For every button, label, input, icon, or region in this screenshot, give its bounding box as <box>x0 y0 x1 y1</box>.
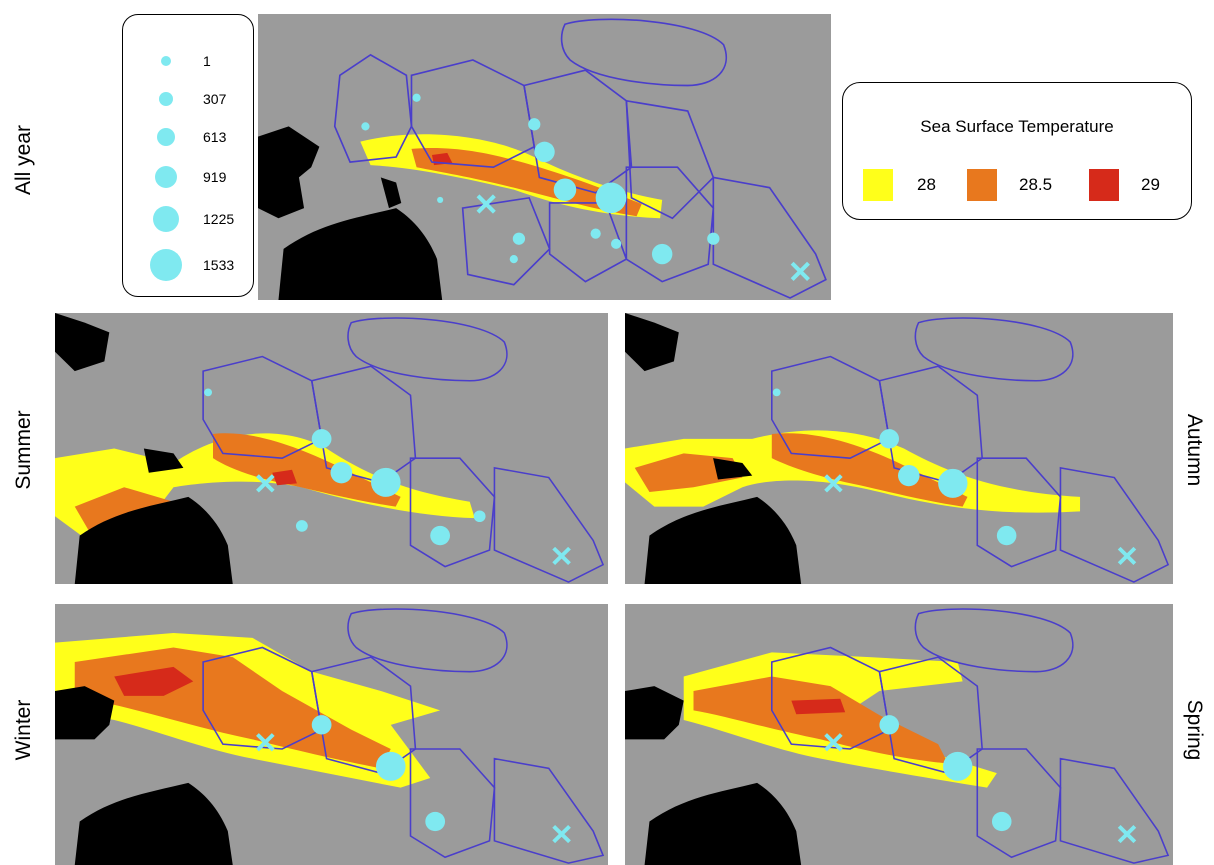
sst-swatch-28 <box>863 169 893 201</box>
sst-29-region <box>791 698 846 715</box>
size-dot-marker <box>155 166 177 188</box>
winter-label: Winter <box>12 699 35 761</box>
size-legend-label: 919 <box>203 169 227 185</box>
marker <box>437 196 444 203</box>
sst-legend-title: Sea Surface Temperature <box>920 117 1114 136</box>
zone-border <box>461 196 551 286</box>
size-legend-label: 1 <box>203 53 211 69</box>
sst-28-5-region <box>771 433 968 507</box>
autumn-label: Autumn <box>1183 413 1206 487</box>
size-dot-marker <box>157 128 175 146</box>
size-legend-entry: 613 <box>123 128 253 169</box>
summer-label: Summer <box>12 410 35 490</box>
map-autumn <box>625 313 1173 584</box>
sst-legend: Sea Surface Temperature 28 28.5 29 <box>842 82 1192 220</box>
marker <box>528 118 541 131</box>
size-dot-marker <box>150 249 182 281</box>
sst-28-5-region <box>213 433 401 507</box>
marker <box>590 228 601 239</box>
land-asia <box>55 313 110 372</box>
zone-border <box>712 176 827 299</box>
size-legend-label: 1533 <box>203 257 235 273</box>
land-australia <box>74 496 233 584</box>
marker <box>534 141 555 163</box>
marker <box>651 243 673 265</box>
size-legend-entry: 1225 <box>123 206 253 251</box>
zone-border <box>333 53 413 163</box>
size-legend-entry: 919 <box>123 166 253 209</box>
zone-border <box>548 202 628 283</box>
zone-border <box>202 355 323 459</box>
sst-28-5-region <box>693 676 948 764</box>
marker <box>595 182 627 214</box>
land-islands <box>258 126 320 219</box>
zone-border <box>410 59 536 169</box>
size-legend-entry: 1 <box>123 53 253 93</box>
marker <box>553 178 577 201</box>
marker <box>707 232 720 245</box>
land-png <box>380 177 402 209</box>
size-dot-marker <box>161 56 171 66</box>
all-year-label: All year <box>12 124 35 196</box>
size-legend-entry: 1533 <box>123 249 253 297</box>
marker-size-legend: 1 307 613 919 1225 1533 <box>122 14 254 297</box>
map-spring <box>625 604 1173 865</box>
sst-label-29: 29 <box>1141 175 1160 194</box>
map-summer-svg <box>55 313 608 584</box>
size-dot-marker <box>159 92 173 106</box>
zone-border <box>625 166 715 283</box>
map-all-year <box>258 14 831 300</box>
zone-border <box>409 457 496 568</box>
marker <box>509 255 518 264</box>
land-australia <box>278 208 443 300</box>
map-spring-svg <box>625 604 1173 865</box>
zone-border <box>493 466 605 583</box>
marker-cross <box>790 261 810 282</box>
marker-cross <box>256 474 275 493</box>
size-legend-label: 613 <box>203 129 227 145</box>
size-dot-marker <box>153 206 179 232</box>
zone-border-hawaii <box>560 18 727 87</box>
sst-29-region <box>114 666 194 696</box>
sst-29-region <box>272 469 297 486</box>
sst-swatch-29 <box>1089 169 1119 201</box>
marker <box>361 122 370 131</box>
spring-label: Spring <box>1183 699 1206 761</box>
map-all-year-svg <box>258 14 831 300</box>
marker-cross <box>476 194 496 214</box>
marker <box>512 232 526 245</box>
marker <box>412 93 421 102</box>
land-png <box>143 448 184 473</box>
map-autumn-svg <box>625 313 1173 584</box>
marker <box>611 238 622 249</box>
sst-swatch-28-5 <box>967 169 997 201</box>
sst-label-28: 28 <box>917 175 936 194</box>
size-legend-entry: 307 <box>123 91 253 131</box>
sst-label-28-5: 28.5 <box>1019 175 1053 194</box>
map-winter-svg <box>55 604 608 865</box>
size-legend-label: 1225 <box>203 211 235 227</box>
size-legend-label: 307 <box>203 91 227 107</box>
map-winter <box>55 604 608 865</box>
zone-border <box>625 99 715 220</box>
map-summer <box>55 313 608 584</box>
marker-cross <box>552 546 571 566</box>
